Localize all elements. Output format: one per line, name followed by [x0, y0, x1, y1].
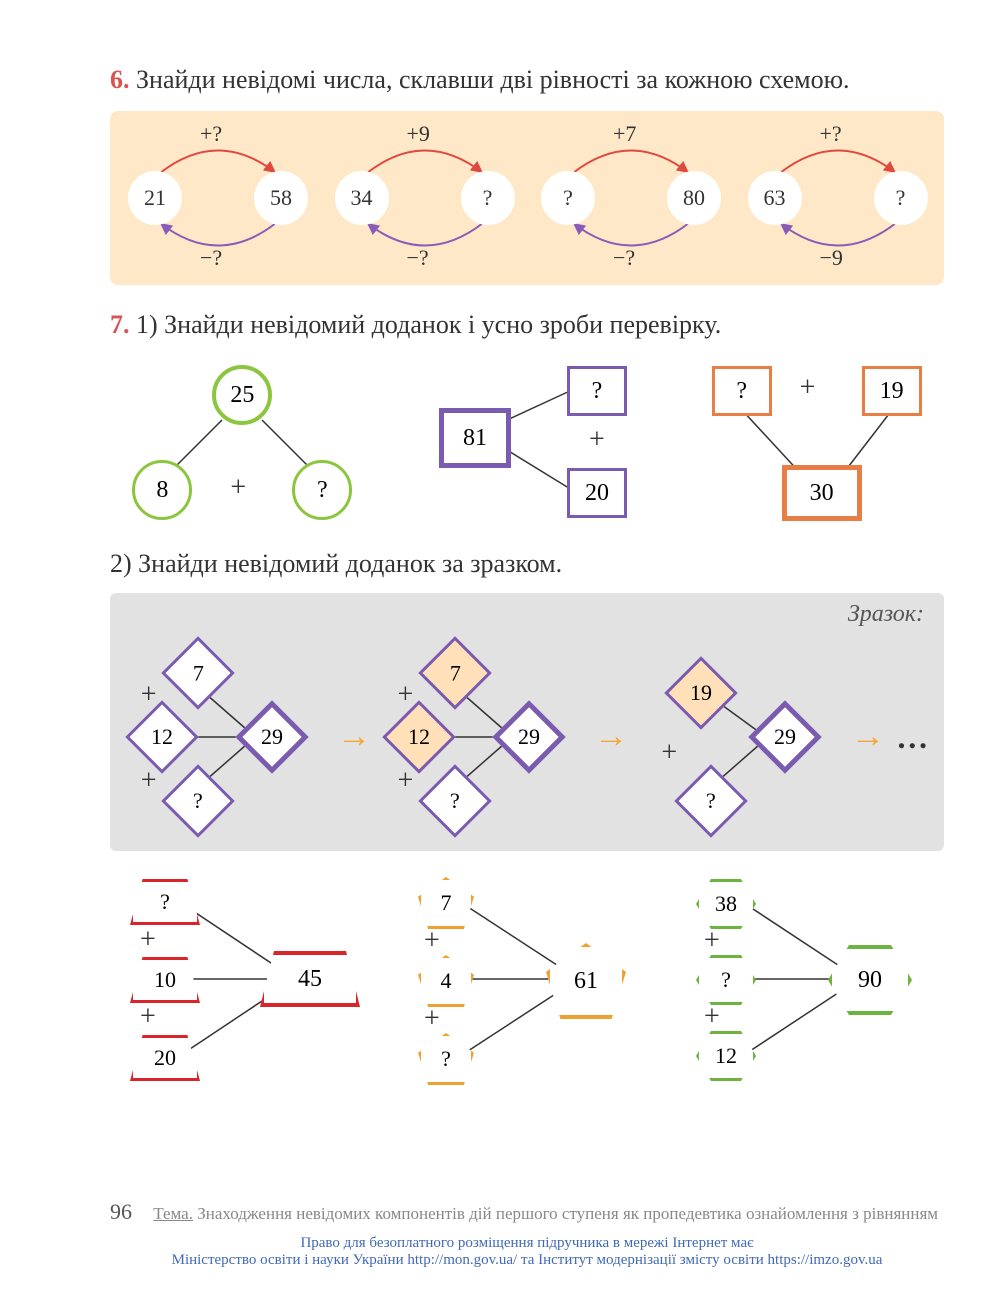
square-left: ? — [712, 366, 772, 416]
cycle-diagram: 63 ? +? −9 — [738, 123, 937, 273]
task-6: 6. Знайди невідомі числа, склавши дві рі… — [110, 60, 944, 285]
split-squares-orange: ? 19 30 + — [682, 360, 942, 530]
diamond-group: 7 12 29 ? + + — [126, 637, 326, 837]
task-6-text: Знайди невідомі числа, склавши дві рівно… — [136, 65, 850, 94]
square-right: 19 — [862, 366, 922, 416]
diamond-group: 7 12 29 ? + + — [383, 637, 583, 837]
cycle-left-value: 34 — [335, 171, 389, 225]
arrow-right-icon: → — [594, 718, 628, 756]
arrow-right-icon: → — [851, 718, 885, 756]
split-squares-purple: 81 ? 20 + — [397, 360, 657, 530]
task-7-part2-prompt: 2) Знайди невідомий доданок за зразком. — [110, 544, 944, 583]
rights-line-2: Міністерство освіти і науки України http… — [110, 1252, 944, 1269]
diamond-group: 19 29 ? + — [639, 637, 839, 837]
plus-icon: + — [398, 679, 414, 711]
task-6-number: 6. — [110, 65, 130, 94]
cycle-left-value: ? — [541, 171, 595, 225]
ellipsis: … — [896, 719, 928, 756]
task-7: 7. 1) Знайди невідомий доданок і усно зр… — [110, 305, 944, 1089]
circle-top: 25 — [212, 365, 272, 425]
plus-icon: + — [141, 679, 157, 711]
task-7-part1-text: 1) Знайди невідомий доданок і усно зроби… — [136, 310, 721, 339]
rights-line-1: Право для безоплатного розміщення підруч… — [110, 1235, 944, 1252]
task-7-part2-text: 2) Знайди невідомий доданок за зразком. — [110, 549, 562, 578]
page-number: 96 — [110, 1199, 132, 1224]
hexagon-group: 38 ? 12 90 + + — [666, 869, 944, 1089]
split-circles: 25 8 ? + — [112, 360, 372, 530]
task-6-prompt: 6. Знайди невідомі числа, склавши дві рі… — [110, 60, 944, 99]
theme-label: Тема. — [153, 1204, 193, 1223]
page-footer: 96 Тема. Знаходження невідомих компонент… — [110, 1199, 944, 1269]
cycle-top-op: +9 — [407, 121, 430, 147]
cycle-right-value: 58 — [254, 171, 308, 225]
diamond-row: 7 12 29 ? + + → 7 12 29 ? + + — [120, 637, 934, 837]
plus-icon: + — [141, 765, 157, 797]
cycle-diagram: ? 80 +7 −? — [531, 123, 730, 273]
square-top: ? — [567, 366, 627, 416]
example-gray-box: Зразок: 7 12 29 ? + + → — [110, 593, 944, 851]
trap-big: 45 — [260, 951, 360, 1007]
cycle-right-value: 80 — [667, 171, 721, 225]
plus-icon: + — [230, 472, 246, 504]
example-label: Зразок: — [848, 601, 924, 628]
plus-icon: + — [704, 925, 720, 957]
plus-icon: + — [800, 372, 816, 404]
plus-icon: + — [140, 924, 156, 956]
trapezoid-group: ? 10 20 45 + + — [110, 869, 388, 1089]
footer-rights: Право для безоплатного розміщення підруч… — [110, 1235, 944, 1269]
cycle-right-value: ? — [461, 171, 515, 225]
task-7-part1-prompt: 7. 1) Знайди невідомий доданок і усно зр… — [110, 305, 944, 344]
cycle-diagram: 21 58 +? −? — [118, 123, 317, 273]
square-bottom-big: 30 — [782, 465, 862, 521]
circle-left: 8 — [132, 460, 192, 520]
cycle-bottom-op: −9 — [820, 245, 843, 271]
square-bottom: 20 — [567, 468, 627, 518]
cycle-bottom-op: −? — [200, 245, 222, 271]
circle-right: ? — [292, 460, 352, 520]
split-diagrams-row: 25 8 ? + 81 ? 20 + ? 19 30 + — [110, 360, 944, 530]
cycle-left-value: 63 — [748, 171, 802, 225]
cycle-left-value: 21 — [128, 171, 182, 225]
cycle-bottom-op: −? — [407, 245, 429, 271]
cycle-top-op: +7 — [613, 121, 636, 147]
plus-icon: + — [704, 1001, 720, 1033]
arrow-right-icon: → — [337, 718, 371, 756]
task-7-number: 7. — [110, 310, 130, 339]
cycle-diagram: 34 ? +9 −? — [325, 123, 524, 273]
pentagon-group: 7 4 ? 61 + + — [388, 869, 666, 1089]
plus-icon: + — [661, 737, 677, 769]
footer-theme: Тема. Знаходження невідомих компонентів … — [153, 1204, 938, 1223]
plus-icon: + — [140, 1001, 156, 1033]
theme-text: Знаходження невідомих компонентів дій пе… — [197, 1204, 938, 1223]
plus-icon: + — [424, 1003, 440, 1035]
plus-icon: + — [398, 765, 414, 797]
cycle-right-value: ? — [874, 171, 928, 225]
bottom-shapes-row: ? 10 20 45 + + 7 4 ? 61 + + — [110, 869, 944, 1089]
plus-icon: + — [424, 925, 440, 957]
square-big: 81 — [439, 408, 511, 468]
plus-icon: + — [589, 424, 605, 456]
cycle-top-op: +? — [820, 121, 842, 147]
cycle-bottom-op: −? — [613, 245, 635, 271]
task-6-diagram-box: 21 58 +? −? 34 ? +9 −? ? 80 +7 −? — [110, 111, 944, 285]
cycle-top-op: +? — [200, 121, 222, 147]
